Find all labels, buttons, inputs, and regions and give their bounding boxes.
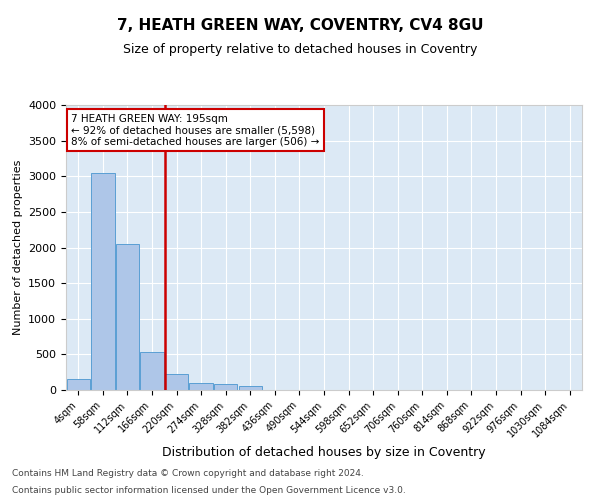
Bar xyxy=(165,374,188,390)
Bar xyxy=(116,244,139,390)
Bar xyxy=(91,172,115,390)
Bar xyxy=(190,383,213,390)
Bar xyxy=(67,380,90,390)
Bar xyxy=(239,386,262,390)
Bar xyxy=(140,352,164,390)
X-axis label: Distribution of detached houses by size in Coventry: Distribution of detached houses by size … xyxy=(162,446,486,458)
Text: 7 HEATH GREEN WAY: 195sqm
← 92% of detached houses are smaller (5,598)
8% of sem: 7 HEATH GREEN WAY: 195sqm ← 92% of detac… xyxy=(71,114,320,147)
Y-axis label: Number of detached properties: Number of detached properties xyxy=(13,160,23,335)
Text: Contains public sector information licensed under the Open Government Licence v3: Contains public sector information licen… xyxy=(12,486,406,495)
Bar xyxy=(214,384,238,390)
Text: Contains HM Land Registry data © Crown copyright and database right 2024.: Contains HM Land Registry data © Crown c… xyxy=(12,468,364,477)
Text: 7, HEATH GREEN WAY, COVENTRY, CV4 8GU: 7, HEATH GREEN WAY, COVENTRY, CV4 8GU xyxy=(117,18,483,32)
Text: Size of property relative to detached houses in Coventry: Size of property relative to detached ho… xyxy=(123,42,477,56)
